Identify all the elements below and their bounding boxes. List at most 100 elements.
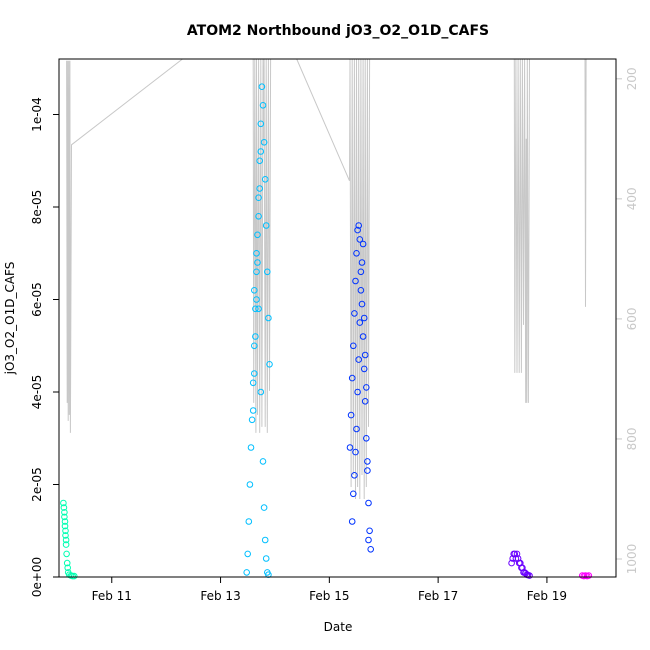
data-point (355, 356, 363, 363)
data-point (352, 448, 359, 456)
data-point (357, 287, 365, 294)
data-point (350, 342, 357, 350)
y2-tick-label: 400 (625, 187, 639, 210)
data-point (366, 527, 373, 535)
data-point (363, 435, 370, 442)
data-point (262, 555, 270, 562)
data-point (62, 541, 70, 548)
data-point (257, 120, 265, 128)
x-tick-label: Feb 15 (309, 589, 349, 603)
data-point (354, 388, 361, 396)
data-point (357, 268, 365, 276)
data-point (260, 504, 268, 511)
data-point (256, 185, 264, 192)
data-point (252, 305, 259, 313)
data-point (355, 222, 363, 229)
data-point (360, 365, 368, 373)
data-point (359, 333, 367, 340)
chart-title: ATOM2 Northbound jO3_O2_O1D_CAFS (187, 23, 489, 39)
data-point (351, 472, 358, 479)
data-point (359, 240, 367, 248)
data-point (60, 504, 68, 511)
data-point (356, 319, 364, 326)
data-point (246, 481, 254, 488)
data-point (62, 532, 69, 539)
data-point (253, 250, 260, 257)
data-point (243, 569, 250, 576)
data-point (350, 490, 357, 498)
data-point (252, 333, 259, 340)
data-point (255, 305, 262, 313)
data-point (360, 314, 368, 322)
data-point (251, 342, 258, 350)
x-tick-label: Feb 13 (200, 589, 240, 603)
data-point (363, 384, 370, 391)
data-point (346, 444, 354, 451)
data-point (511, 550, 519, 558)
data-point (251, 287, 258, 294)
data-point (365, 536, 372, 544)
data-point (61, 513, 68, 521)
data-point (364, 467, 371, 474)
data-point (262, 222, 270, 229)
data-point (244, 550, 251, 558)
y-tick-label: 0e+00 (30, 557, 44, 597)
x-axis-label: Date (324, 620, 353, 634)
x-tick-label: Feb 11 (92, 589, 132, 603)
series-1 (60, 499, 78, 580)
data-point (61, 509, 68, 516)
data-point (62, 536, 70, 544)
plot-frame (58, 58, 617, 578)
x-tick-label: Feb 17 (418, 589, 458, 603)
data-point (254, 231, 261, 239)
data-point (251, 370, 258, 377)
data-point (348, 518, 356, 525)
series-5 (579, 572, 593, 580)
data-point (356, 236, 364, 243)
data-point (256, 157, 264, 165)
data-point (361, 351, 369, 359)
x-tick-label: Feb 19 (527, 589, 567, 603)
data-point (259, 458, 267, 465)
series-4 (508, 550, 533, 579)
data-point (253, 296, 260, 303)
axes-layer: Feb 11 Feb 13 Feb 15 Feb 17 Feb 19 0e+00 2e-05… (30, 67, 639, 603)
data-point (526, 572, 533, 579)
data-point (258, 83, 266, 90)
data-point (254, 259, 261, 266)
data-point (358, 259, 366, 266)
data-point (61, 518, 69, 525)
data-point (60, 499, 67, 507)
data-point (245, 518, 253, 525)
data-point (257, 148, 265, 155)
data-point (257, 388, 265, 396)
data-point (365, 499, 372, 507)
data-point (358, 300, 366, 308)
data-point (265, 314, 272, 322)
data-point (347, 411, 355, 419)
y-tick-label: 4e-05 (30, 375, 44, 410)
pressure-track-line (66, 58, 587, 500)
y2-tick-label: 200 (625, 67, 639, 90)
y2-tick-label: 800 (625, 427, 639, 450)
data-point (248, 416, 256, 424)
data-point (64, 564, 71, 572)
data-point (585, 572, 593, 579)
series-3 (346, 222, 375, 553)
data-points-layer (60, 83, 593, 580)
data-point (261, 176, 269, 183)
data-point (367, 546, 375, 553)
data-point (361, 398, 369, 405)
data-point (508, 559, 515, 567)
y-tick-label: 6e-05 (30, 282, 44, 317)
data-point (253, 268, 260, 276)
y2-tick-label: 600 (625, 307, 639, 330)
data-point (61, 522, 69, 530)
data-point (513, 550, 521, 558)
data-point (266, 361, 273, 368)
pressure-track-layer (66, 58, 587, 500)
data-point (62, 527, 69, 535)
data-point (259, 102, 267, 109)
data-point (63, 559, 71, 567)
